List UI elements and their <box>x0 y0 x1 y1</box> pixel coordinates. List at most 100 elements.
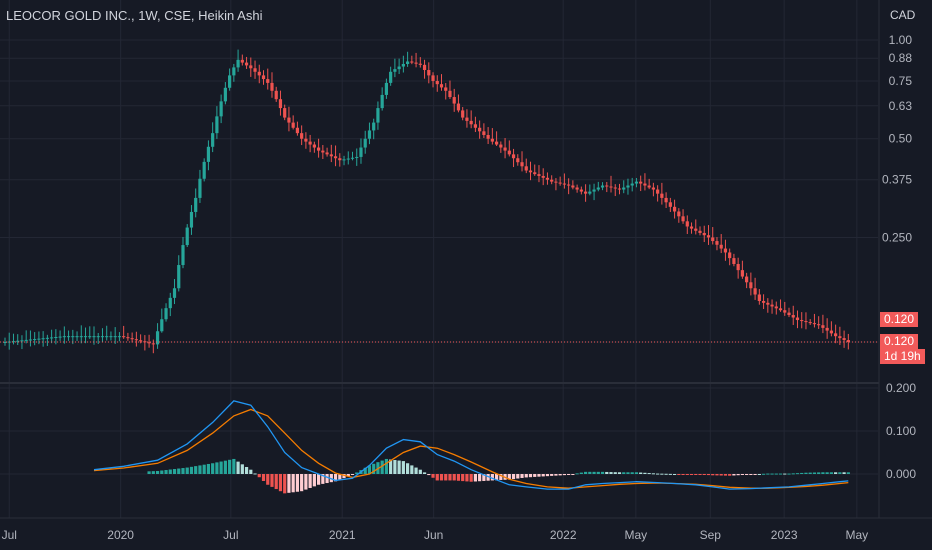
histogram-bar <box>439 474 444 481</box>
histogram-bar <box>745 474 749 475</box>
price-axis <box>879 0 932 518</box>
candle-body <box>736 263 740 271</box>
histogram-bar <box>596 471 600 474</box>
histogram-bar <box>562 474 566 476</box>
candle-body <box>109 336 113 338</box>
candle-body <box>494 141 499 145</box>
candle-body <box>363 138 367 148</box>
candle-body <box>745 276 749 283</box>
candle-body <box>62 336 66 338</box>
candle-body <box>617 188 622 190</box>
histogram-bar <box>554 474 558 476</box>
macd-histogram <box>147 458 850 494</box>
candle-body <box>507 150 511 155</box>
histogram-bar <box>198 465 202 474</box>
candle-body <box>596 187 600 190</box>
candle-body <box>321 150 325 153</box>
histogram-bar <box>829 472 833 474</box>
histogram-bar <box>160 470 164 474</box>
macd-tick-label: 0.100 <box>886 424 916 438</box>
candle-body <box>236 59 240 68</box>
candle-body <box>83 336 88 338</box>
histogram-bar <box>431 474 435 478</box>
histogram-bar <box>278 474 283 492</box>
candle-body <box>609 186 613 188</box>
candle-body <box>100 336 105 338</box>
candle-body <box>444 87 448 91</box>
time-tick-label: Jul <box>223 528 238 542</box>
candle-body <box>181 245 185 266</box>
candle-body <box>605 185 609 187</box>
candle-body <box>524 166 528 171</box>
candle-body <box>499 144 503 148</box>
histogram-bar <box>626 472 630 474</box>
candle-body <box>228 75 232 88</box>
histogram-bar <box>537 474 541 477</box>
histogram-bar <box>300 474 304 492</box>
candle-body <box>380 94 384 109</box>
histogram-bar <box>482 474 486 481</box>
candle-body <box>257 71 261 76</box>
candle-body <box>660 193 664 198</box>
candle-body <box>160 319 164 332</box>
macd-tick-label: 0.200 <box>886 381 916 395</box>
candle-body <box>24 339 28 341</box>
candle-body <box>761 301 766 303</box>
histogram-bar <box>520 474 524 478</box>
candle-body <box>244 62 249 66</box>
candle-body <box>37 338 41 340</box>
candle-body <box>537 174 541 176</box>
histogram-bar <box>634 472 639 474</box>
histogram-bar <box>257 474 261 478</box>
candle-body <box>240 59 244 63</box>
candle-body <box>715 241 719 245</box>
candle-body <box>346 158 350 160</box>
price-tick-label: 0.50 <box>889 132 913 146</box>
histogram-bar <box>219 461 223 474</box>
histogram-bar <box>795 473 800 475</box>
histogram-bar <box>715 474 719 476</box>
candle-body <box>164 308 168 320</box>
candle-body <box>478 127 482 132</box>
time-tick-label: May <box>845 528 868 542</box>
candle-body <box>439 84 444 88</box>
histogram-bar <box>452 474 456 481</box>
candle-body <box>427 70 431 76</box>
candle-body <box>783 310 787 313</box>
candle-body <box>550 179 554 182</box>
candle-body <box>528 170 533 173</box>
candle-body <box>672 206 677 212</box>
candle-body <box>308 141 312 145</box>
histogram-bar <box>583 471 588 474</box>
candle-body <box>393 69 397 72</box>
histogram-bar <box>778 473 783 475</box>
histogram-bar <box>571 474 575 475</box>
candle-body <box>359 147 363 157</box>
histogram-bar <box>338 474 342 480</box>
candle-body <box>634 181 639 184</box>
candle-body <box>728 252 732 259</box>
histogram-bar <box>766 473 770 475</box>
histogram-bar <box>240 464 244 474</box>
histogram-bar <box>342 474 346 479</box>
candle-body <box>562 183 566 185</box>
histogram-bar <box>164 470 168 474</box>
time-tick-label: 2020 <box>107 528 134 542</box>
histogram-bar <box>711 474 715 476</box>
candle-body <box>261 75 266 80</box>
histogram-bar <box>558 474 562 476</box>
candle-body <box>452 97 456 104</box>
candle-body <box>664 197 668 203</box>
candle-body <box>812 323 817 325</box>
time-tick-label: 2022 <box>550 528 577 542</box>
candle-body <box>808 322 812 324</box>
candle-body <box>431 75 435 81</box>
candle-body <box>613 187 617 189</box>
candle-body <box>147 342 151 344</box>
candle-body <box>469 120 473 125</box>
candle-body <box>842 338 846 341</box>
histogram-bar <box>719 474 723 476</box>
histogram-bar <box>656 473 660 475</box>
price-tick-label: 0.88 <box>889 51 913 65</box>
